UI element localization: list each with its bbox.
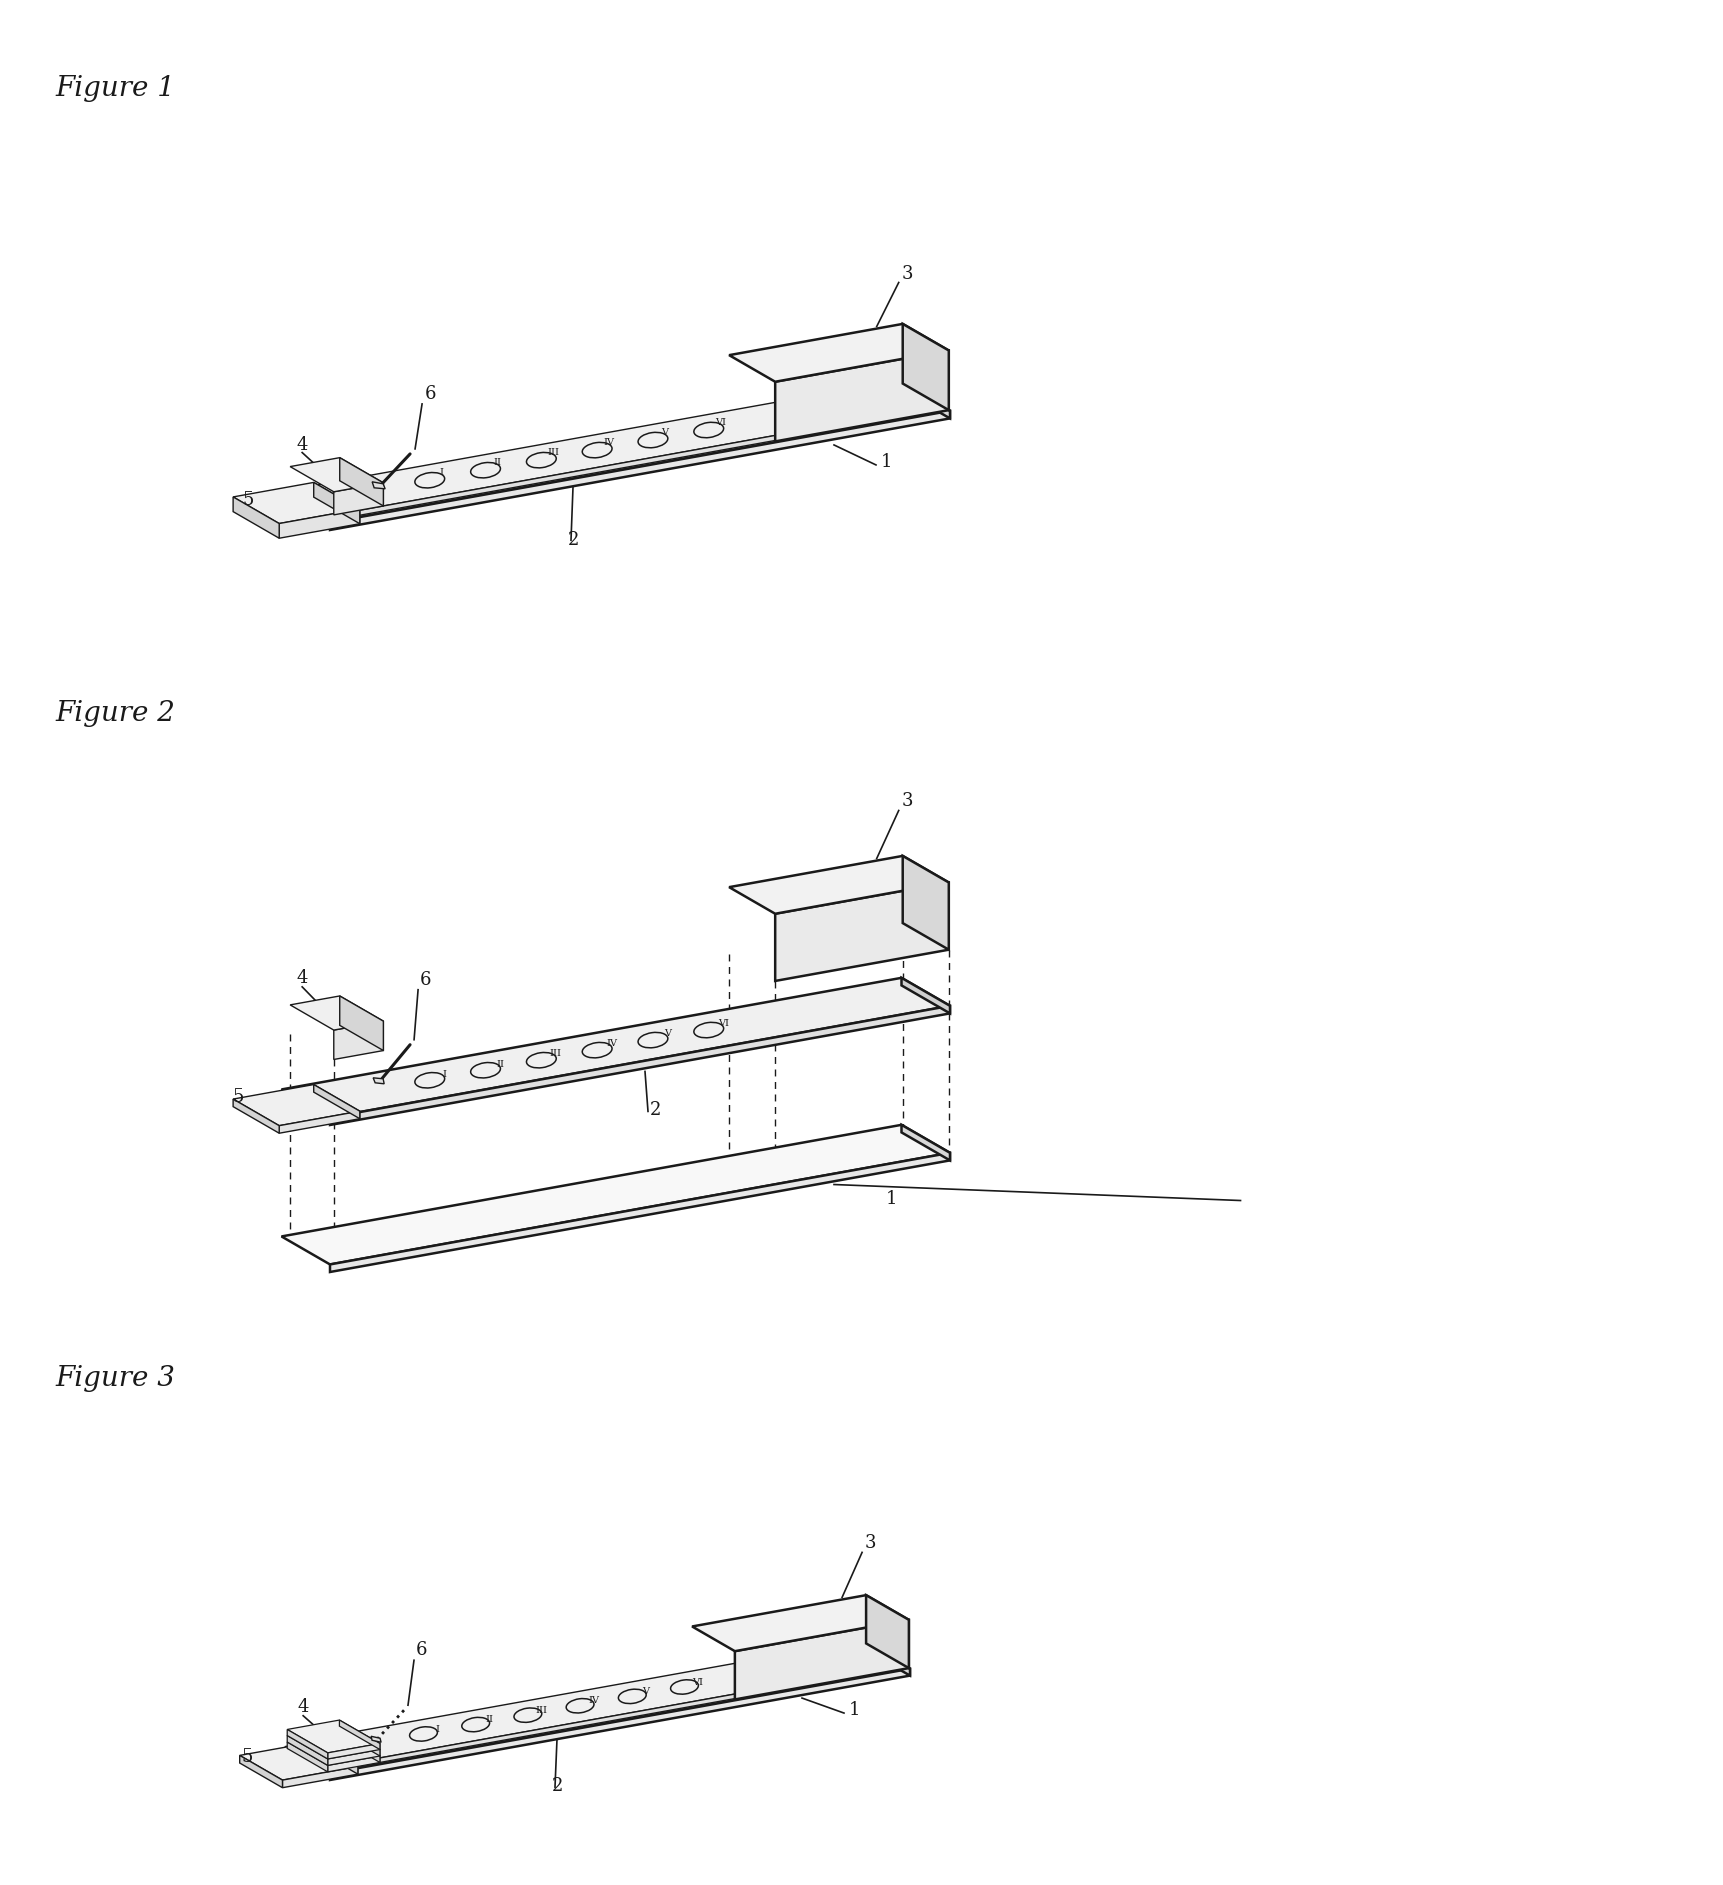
Text: V: V [643, 1687, 650, 1696]
Polygon shape [288, 1721, 381, 1753]
Text: VI: VI [718, 1020, 729, 1029]
Text: IV: IV [603, 437, 615, 447]
Polygon shape [339, 1732, 381, 1762]
Polygon shape [729, 324, 949, 383]
Polygon shape [233, 1099, 279, 1133]
Polygon shape [865, 1642, 910, 1676]
Polygon shape [334, 1022, 384, 1059]
Polygon shape [729, 856, 949, 914]
Polygon shape [775, 351, 949, 441]
Polygon shape [901, 383, 949, 418]
Text: 3: 3 [865, 1534, 877, 1553]
Polygon shape [239, 1755, 283, 1787]
Polygon shape [288, 1732, 381, 1766]
Text: 4: 4 [296, 1698, 308, 1715]
Text: 5: 5 [243, 492, 255, 509]
Polygon shape [288, 1736, 327, 1766]
Text: I: I [439, 467, 445, 477]
Text: II: II [495, 458, 501, 467]
Polygon shape [903, 856, 949, 950]
Polygon shape [736, 1619, 908, 1700]
Text: III: III [548, 447, 560, 456]
Polygon shape [288, 1742, 327, 1772]
Text: VI: VI [715, 417, 727, 426]
Polygon shape [837, 1646, 879, 1672]
Text: Figure 3: Figure 3 [55, 1365, 174, 1391]
Polygon shape [901, 978, 949, 1014]
Polygon shape [327, 1744, 381, 1759]
Polygon shape [288, 1727, 381, 1759]
Text: 6: 6 [420, 971, 431, 990]
Text: III: III [550, 1050, 562, 1059]
Polygon shape [327, 1757, 381, 1772]
Polygon shape [334, 483, 384, 515]
Text: Figure 2: Figure 2 [55, 699, 174, 728]
Polygon shape [874, 385, 917, 415]
Polygon shape [314, 1084, 360, 1118]
Text: 3: 3 [901, 792, 913, 811]
Polygon shape [901, 1125, 949, 1161]
Polygon shape [233, 1084, 360, 1125]
Polygon shape [370, 1736, 381, 1742]
Text: II: II [496, 1059, 505, 1069]
Polygon shape [357, 1668, 879, 1766]
Polygon shape [339, 458, 384, 505]
Polygon shape [331, 1668, 910, 1779]
Text: 6: 6 [426, 385, 436, 403]
Polygon shape [279, 1110, 360, 1133]
Text: IV: IV [606, 1039, 617, 1048]
Polygon shape [327, 1749, 381, 1766]
Polygon shape [331, 1007, 949, 1125]
Polygon shape [288, 1729, 327, 1759]
Text: 3: 3 [901, 266, 913, 283]
Text: 1: 1 [886, 1189, 898, 1208]
Text: V: V [662, 428, 669, 437]
Polygon shape [775, 882, 949, 980]
Polygon shape [281, 978, 949, 1118]
Text: IV: IV [588, 1696, 600, 1706]
Text: 5: 5 [241, 1747, 253, 1766]
Polygon shape [281, 1125, 949, 1265]
Polygon shape [289, 458, 384, 492]
Polygon shape [239, 1742, 358, 1779]
Text: Figure 1: Figure 1 [55, 75, 174, 102]
Text: 1: 1 [849, 1700, 860, 1719]
Text: 4: 4 [296, 435, 307, 454]
Polygon shape [339, 995, 384, 1050]
Polygon shape [693, 1595, 908, 1651]
Text: II: II [486, 1715, 493, 1725]
Text: VI: VI [693, 1678, 703, 1687]
Polygon shape [867, 1595, 908, 1668]
Polygon shape [339, 1727, 381, 1757]
Polygon shape [317, 1646, 879, 1762]
Polygon shape [279, 509, 360, 539]
Polygon shape [281, 383, 949, 522]
Text: I: I [443, 1069, 446, 1078]
Polygon shape [372, 483, 386, 488]
Text: I: I [434, 1725, 439, 1734]
Polygon shape [331, 1154, 949, 1272]
Polygon shape [283, 1766, 358, 1787]
Text: 2: 2 [650, 1101, 662, 1120]
Polygon shape [331, 411, 949, 530]
Polygon shape [314, 483, 360, 524]
Polygon shape [339, 1721, 381, 1749]
Text: 6: 6 [415, 1642, 427, 1659]
Text: 4: 4 [296, 969, 307, 988]
Polygon shape [903, 324, 949, 411]
Polygon shape [233, 498, 279, 539]
Text: 5: 5 [233, 1088, 245, 1106]
Text: 2: 2 [551, 1778, 563, 1795]
Text: 1: 1 [880, 452, 893, 471]
Polygon shape [358, 409, 917, 515]
Text: 2: 2 [569, 532, 579, 549]
Polygon shape [315, 1742, 358, 1774]
Polygon shape [289, 995, 384, 1029]
Polygon shape [284, 1642, 910, 1774]
Text: III: III [536, 1706, 548, 1715]
Polygon shape [233, 483, 360, 524]
Polygon shape [374, 1078, 384, 1084]
Polygon shape [315, 385, 917, 511]
Text: V: V [663, 1029, 670, 1039]
